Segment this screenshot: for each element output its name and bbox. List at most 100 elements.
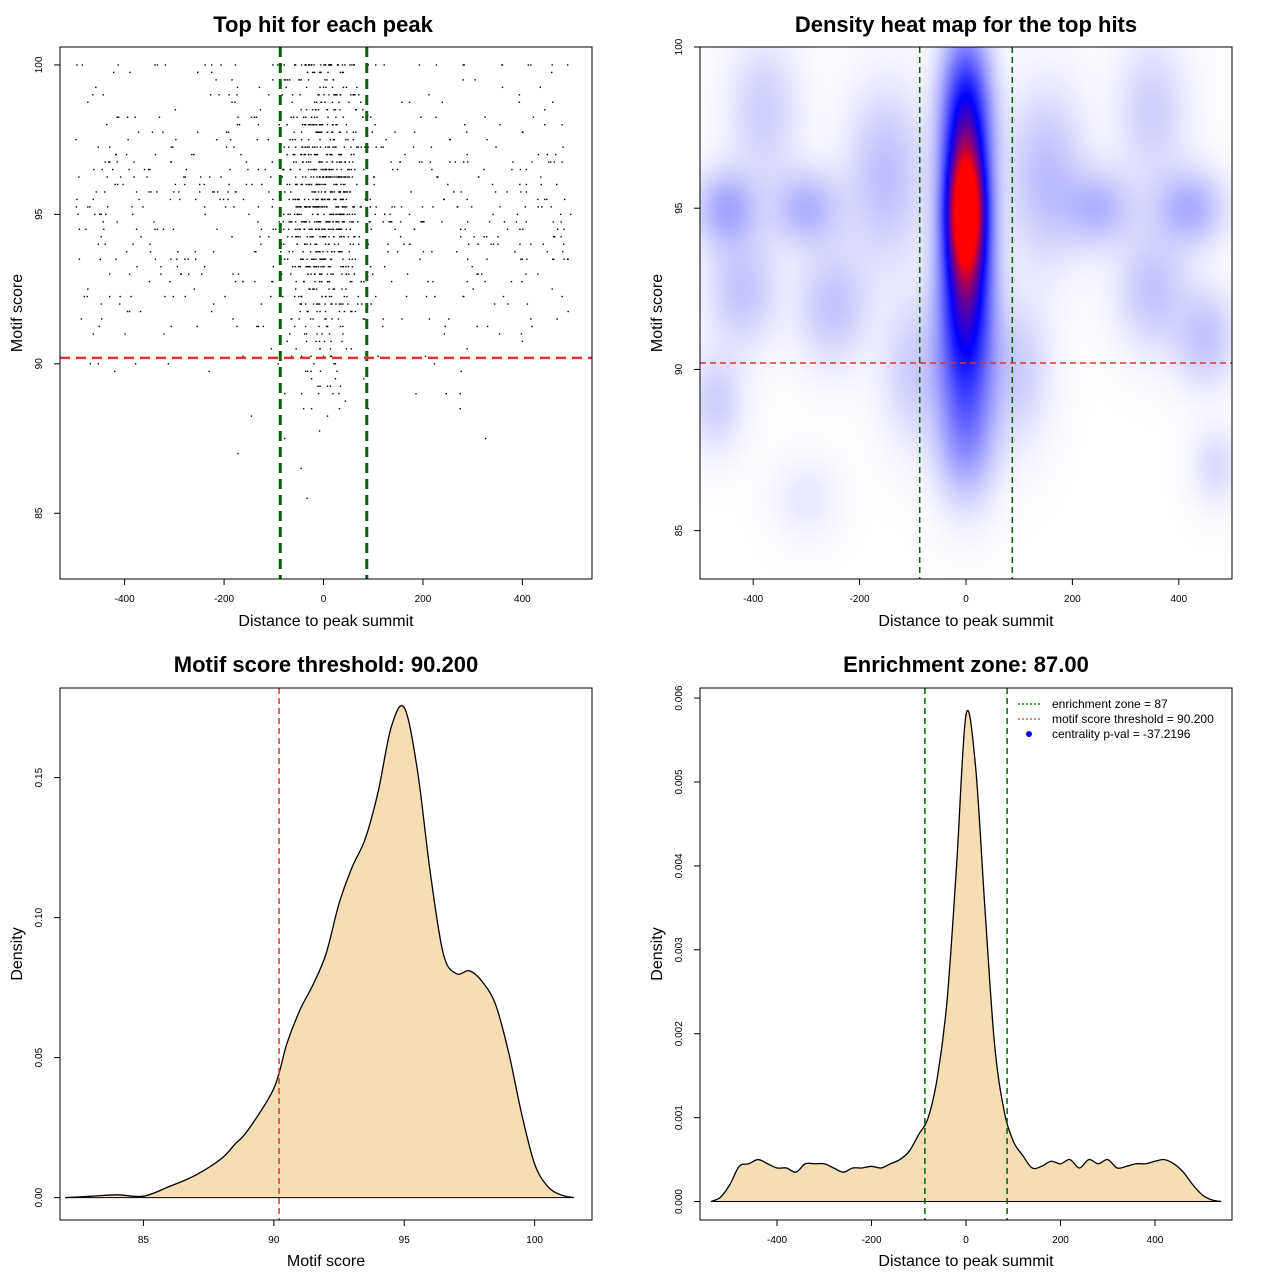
scatter-point [156,64,159,66]
scatter-point [314,243,316,245]
scatter-point [321,183,323,186]
scatter-point [169,198,172,201]
scatter-point [335,183,337,186]
x-axis: -400 -200 0 200 400 [767,1220,1164,1246]
scatter-point [304,221,306,223]
scatter-point [347,236,350,238]
y-tick-label: 0.10 [34,907,45,927]
scatter-point [404,153,406,156]
scatter-point [326,251,329,253]
scatter-point [341,340,343,343]
scatter-point [299,303,301,305]
scatter-point [128,168,130,171]
legend-label-centrality: centrality p-val = -37.2196 [1052,727,1191,741]
scatter-point [329,258,332,260]
scatter-point [295,348,297,350]
scatter-point [237,273,240,275]
scatter-point [349,280,352,283]
scatter-point [310,273,312,275]
scatter-point [497,236,499,238]
scatter-point [338,191,340,193]
scatter-point [305,206,307,208]
scatter-point [225,131,228,133]
scatter-point [352,138,355,141]
scatter-point [231,101,233,103]
scatter-point [350,146,352,148]
scatter-point [204,213,206,216]
scatter-point [525,221,528,223]
scatter-point [81,64,84,66]
scatter-point [342,303,344,305]
scatter-point [561,295,563,298]
scatter-point [313,101,316,103]
scatter-point [352,206,354,208]
scatter-point [291,236,293,238]
scatter-point [348,168,351,171]
scatter-point [320,258,322,260]
scatter-point [331,251,333,253]
scatter-point [316,116,318,118]
scatter-point [463,64,465,66]
scatter-point [315,131,317,133]
scatter-point [320,273,322,275]
scatter-point [289,183,291,186]
scatter-point [92,198,95,201]
scatter-point [325,86,327,89]
scatter-point [316,303,318,305]
scatter-point [225,146,228,148]
scatter-point [253,116,256,118]
scatter-point [313,146,316,148]
scatter-point [292,116,295,118]
chart-title: Motif score threshold: 90.200 [174,652,478,677]
scatter-point [307,310,309,313]
scatter-point [519,243,521,245]
scatter-point [236,124,239,126]
scatter-point [310,370,312,372]
scatter-point [331,131,334,133]
scatter-point [345,273,348,275]
scatter-point [307,265,309,268]
scatter-point [313,363,315,365]
scatter-point [550,206,552,208]
scatter-point [382,221,384,223]
scatter-point [349,64,351,66]
scatter-point [317,191,320,193]
scatter-point [302,258,304,260]
scatter-point [341,288,343,290]
scatter-point [341,64,344,66]
scatter-point [324,168,327,171]
scatter-point [282,295,284,298]
scatter-point [351,176,354,178]
scatter-point [351,64,353,66]
scatter-point [191,153,193,156]
scatter-point [326,79,328,81]
scatter-point [156,191,158,193]
scatter-point [375,146,377,148]
scatter-point [354,213,356,216]
scatter-point [344,191,346,193]
scatter-point [304,153,306,156]
scatter-point [332,146,334,148]
scatter-point [476,325,478,328]
scatter-point [321,333,323,335]
scatter-point [258,86,261,89]
scatter-point [348,213,351,216]
scatter-point [390,161,392,163]
scatter-point [477,176,480,178]
scatter-point [338,153,340,156]
scatter-point [387,243,389,245]
scatter-point [304,243,306,245]
scatter-point [338,176,340,178]
scatter-point [300,79,302,81]
scatter-point [334,109,337,111]
scatter-point [104,161,106,163]
scatter-point [319,138,321,141]
scatter-point [310,378,313,380]
scatter-point [307,138,310,141]
scatter-point [104,243,106,245]
scatter-point [291,251,294,253]
scatter-point [323,64,325,66]
scatter-point [117,64,119,66]
scatter-point [309,318,312,320]
